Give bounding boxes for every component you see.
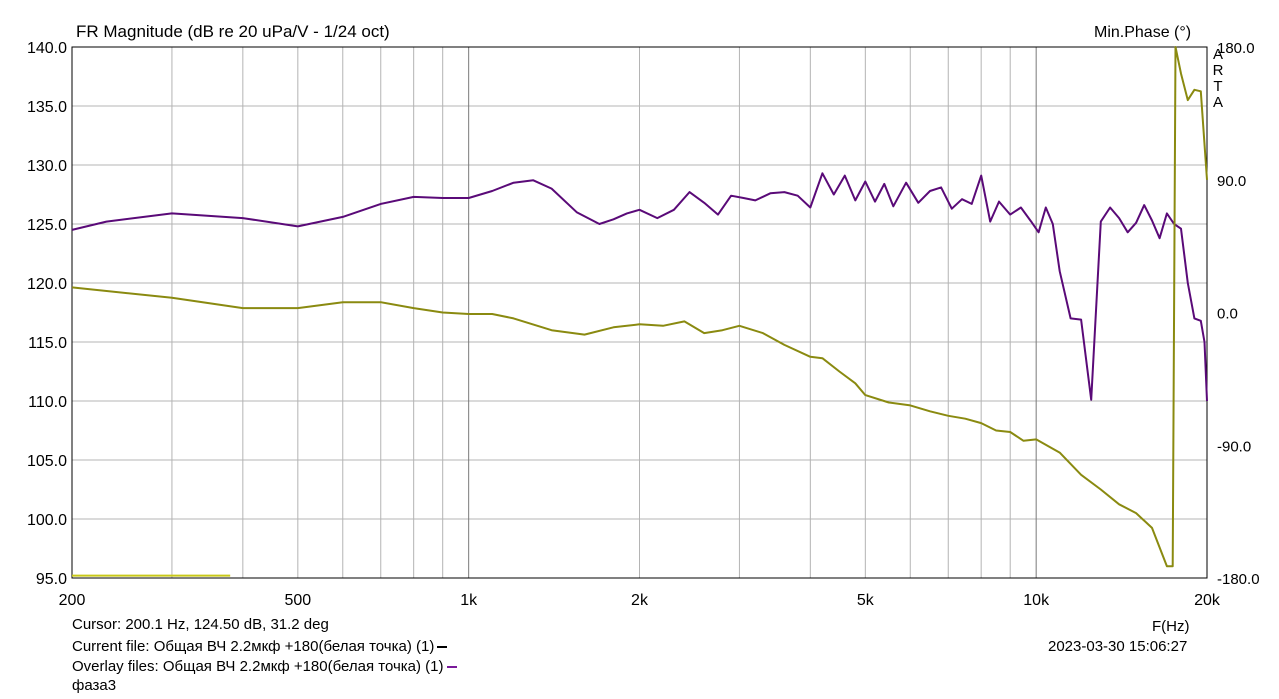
x-tick-label: 1k [460,592,478,609]
series-line-min-phase [71,46,1208,568]
y-left-tick-label: 130.0 [27,158,67,175]
watermark-letter: T [1213,78,1223,95]
overlay-files-info: Overlay files: Общая ВЧ 2.2мкф +180(бела… [72,658,457,675]
current-file-swatch [437,646,448,649]
x-tick-label: 5k [857,592,875,609]
overlay-files-text: Overlay files: Общая ВЧ 2.2мкф +180(бела… [72,658,444,675]
y-right-tick-label: 0.0 [1217,306,1238,323]
watermark-letter: A [1212,46,1223,63]
y-right-tick-label: -180.0 [1217,571,1260,588]
grid-major [468,47,1037,578]
y-left-tick-label: 135.0 [27,99,67,116]
x-axis-label: F(Hz) [1152,618,1190,635]
y-right-tick-label: 180.0 [1217,40,1255,57]
y-right-tick-label: 90.0 [1217,173,1246,190]
cursor-readout: Cursor: 200.1 Hz, 124.50 dB, 31.2 deg [72,616,329,633]
x-tick-label: 200 [59,592,86,609]
overlay-name: фаза3 [72,677,117,694]
series-layer [71,46,1208,577]
overlay-file-swatch [446,666,457,669]
grid-minor [72,47,1207,578]
y-right-tick-label: -90.0 [1217,438,1251,455]
y-left-tick-label: 140.0 [27,40,67,57]
series-line-fr-magnitude [71,172,1208,402]
current-file-info: Current file: Общая ВЧ 2.2мкф +180(белая… [72,638,448,655]
y-left-tick-label: 115.0 [28,335,67,352]
right-axis-label: Min.Phase (°) [1094,24,1192,41]
watermark-letter: R [1212,62,1224,79]
y-left-tick-label: 105.0 [27,453,67,470]
y-left-tick-label: 110.0 [28,394,67,411]
plot-frame [71,46,1208,579]
y-left-tick-label: 95.0 [36,571,67,588]
ticks-layer: 95.0 100.0 105.0 110.0 115.0 120.0 125.0 130.0 1… [27,40,1260,609]
y-left-tick-label: 100.0 [27,512,67,529]
y-left-tick-label: 120.0 [27,276,67,293]
timestamp: 2023-03-30 15:06:27 [1048,638,1188,655]
x-tick-label: 500 [284,592,311,609]
current-file-text: Current file: Общая ВЧ 2.2мкф +180(белая… [72,638,435,655]
arta-watermark: A R T A [1212,47,1224,111]
chart-title: FR Magnitude (dB re 20 uPa/V - 1/24 oct) [76,22,390,41]
x-tick-label: 10k [1023,592,1050,609]
y-left-tick-label: 125.0 [27,217,67,234]
watermark-letter: A [1212,94,1223,111]
x-tick-label: 20k [1194,592,1221,609]
x-tick-label: 2k [631,592,649,609]
